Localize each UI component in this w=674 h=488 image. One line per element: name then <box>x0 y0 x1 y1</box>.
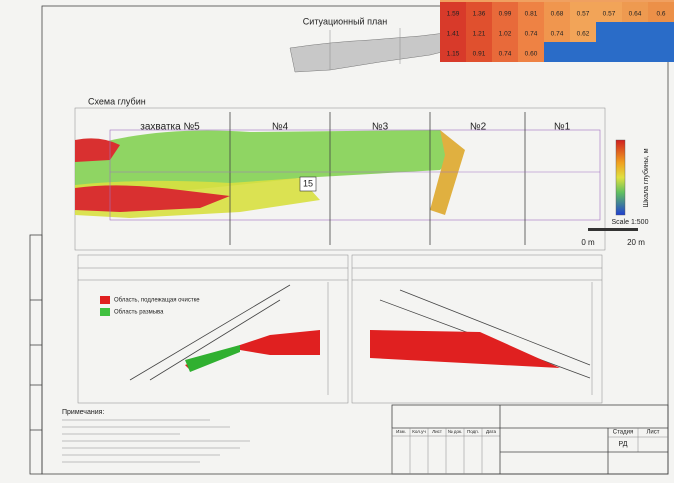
inset-value: 1.02 <box>499 31 512 38</box>
inset-value: 0.60 <box>525 51 538 58</box>
title-block-header: Кол.уч <box>412 429 426 434</box>
inset-value: 0.64 <box>629 11 642 18</box>
profile-left-erosion <box>185 345 240 372</box>
section-label: захватка №5 <box>140 122 200 133</box>
inset-value: 0.68 <box>551 11 564 18</box>
inset-value: 1.36 <box>473 11 486 18</box>
inset-cell <box>544 22 570 42</box>
inset-value: 0.62 <box>577 31 590 38</box>
title-block-header: Дата <box>486 429 496 434</box>
inset-cell <box>648 2 674 22</box>
inset-value: 0.74 <box>551 31 564 38</box>
site-plan-coast <box>289 29 471 73</box>
inset-cell <box>596 2 622 22</box>
inset-cell <box>570 22 596 42</box>
depth-band-red-2 <box>75 138 120 162</box>
legend-clean: Область, подлежащая очистке <box>114 298 200 304</box>
inset-cell <box>622 2 648 22</box>
section-label: №2 <box>470 122 487 133</box>
inset-value: 0.74 <box>525 31 538 38</box>
legend-swatch-clean <box>100 296 110 304</box>
dredge-contour <box>109 129 601 221</box>
profile-left-clean <box>185 330 320 370</box>
inset-cell <box>518 22 544 42</box>
inset-value: 0.57 <box>603 11 616 18</box>
inset-value: 0.91 <box>473 51 486 58</box>
inset-sea <box>596 22 674 42</box>
inset-cell <box>492 42 518 62</box>
depth-band-edge <box>430 130 465 215</box>
scale-end: 20 m <box>627 238 645 247</box>
site-plan-title: Ситуационный план <box>303 16 387 26</box>
inset-value: 0.99 <box>499 11 512 18</box>
inset-cell <box>518 2 544 22</box>
inset-cell <box>492 22 518 42</box>
inset-value: 1.15 <box>447 51 460 58</box>
marker-label: 15 <box>303 178 313 188</box>
inset-value: 1.21 <box>473 31 486 38</box>
inset-value: 1.41 <box>447 31 460 38</box>
section-label: №4 <box>272 122 289 133</box>
profile-left-frame <box>77 254 349 404</box>
inset-value: 0.81 <box>525 11 538 18</box>
inset-heatmap: 1.59 1.36 0.99 0.81 0.68 0.57 0.57 0.64 0.6 1.41 1… <box>440 0 674 62</box>
depth-band-red <box>75 185 230 212</box>
scale-start: 0 m <box>581 238 595 247</box>
profile-right-clean <box>370 330 560 368</box>
side-stamp <box>29 234 43 475</box>
inset-cell <box>466 42 492 62</box>
title-block-header: Изм. <box>396 429 406 434</box>
inset-cell <box>466 2 492 22</box>
notes-title: Примечания: <box>62 409 104 416</box>
inset-cell <box>466 22 492 42</box>
section-label: №3 <box>372 122 389 133</box>
marker-box <box>299 176 317 192</box>
inset-cell <box>440 42 466 62</box>
section-label: №1 <box>554 122 571 133</box>
inset-sea <box>544 42 674 62</box>
profile-right-frame <box>351 254 603 404</box>
inset-cell <box>518 42 544 62</box>
legend-swatch-erosion <box>100 308 110 316</box>
inset-cell <box>440 22 466 42</box>
depth-scheme-title: Схема глубин <box>88 96 146 106</box>
inset-cell <box>492 2 518 22</box>
inset-value: 0.74 <box>499 51 512 58</box>
colorbar-title: Шкала глубины, м <box>642 148 650 207</box>
sheet-header: Лист <box>646 430 659 436</box>
inset-value: 0.6 <box>656 11 665 18</box>
inset-value: 0.57 <box>577 11 590 18</box>
inset-cell <box>570 2 596 22</box>
inset-cell <box>440 2 466 22</box>
legend-erosion: Область размыва <box>114 310 164 316</box>
stage-header: Стадия <box>613 430 633 436</box>
title-block-header: Лист <box>432 429 442 434</box>
inset-value: 1.59 <box>447 11 460 18</box>
scale-bar <box>588 228 638 231</box>
title-block-header: № док. <box>448 429 462 434</box>
scale-label: Scale 1:500 <box>612 219 649 226</box>
title-block-header: Подп. <box>467 429 479 434</box>
stage-value: РД <box>619 441 628 448</box>
inset-cell <box>544 2 570 22</box>
depth-colorbar <box>615 139 626 216</box>
